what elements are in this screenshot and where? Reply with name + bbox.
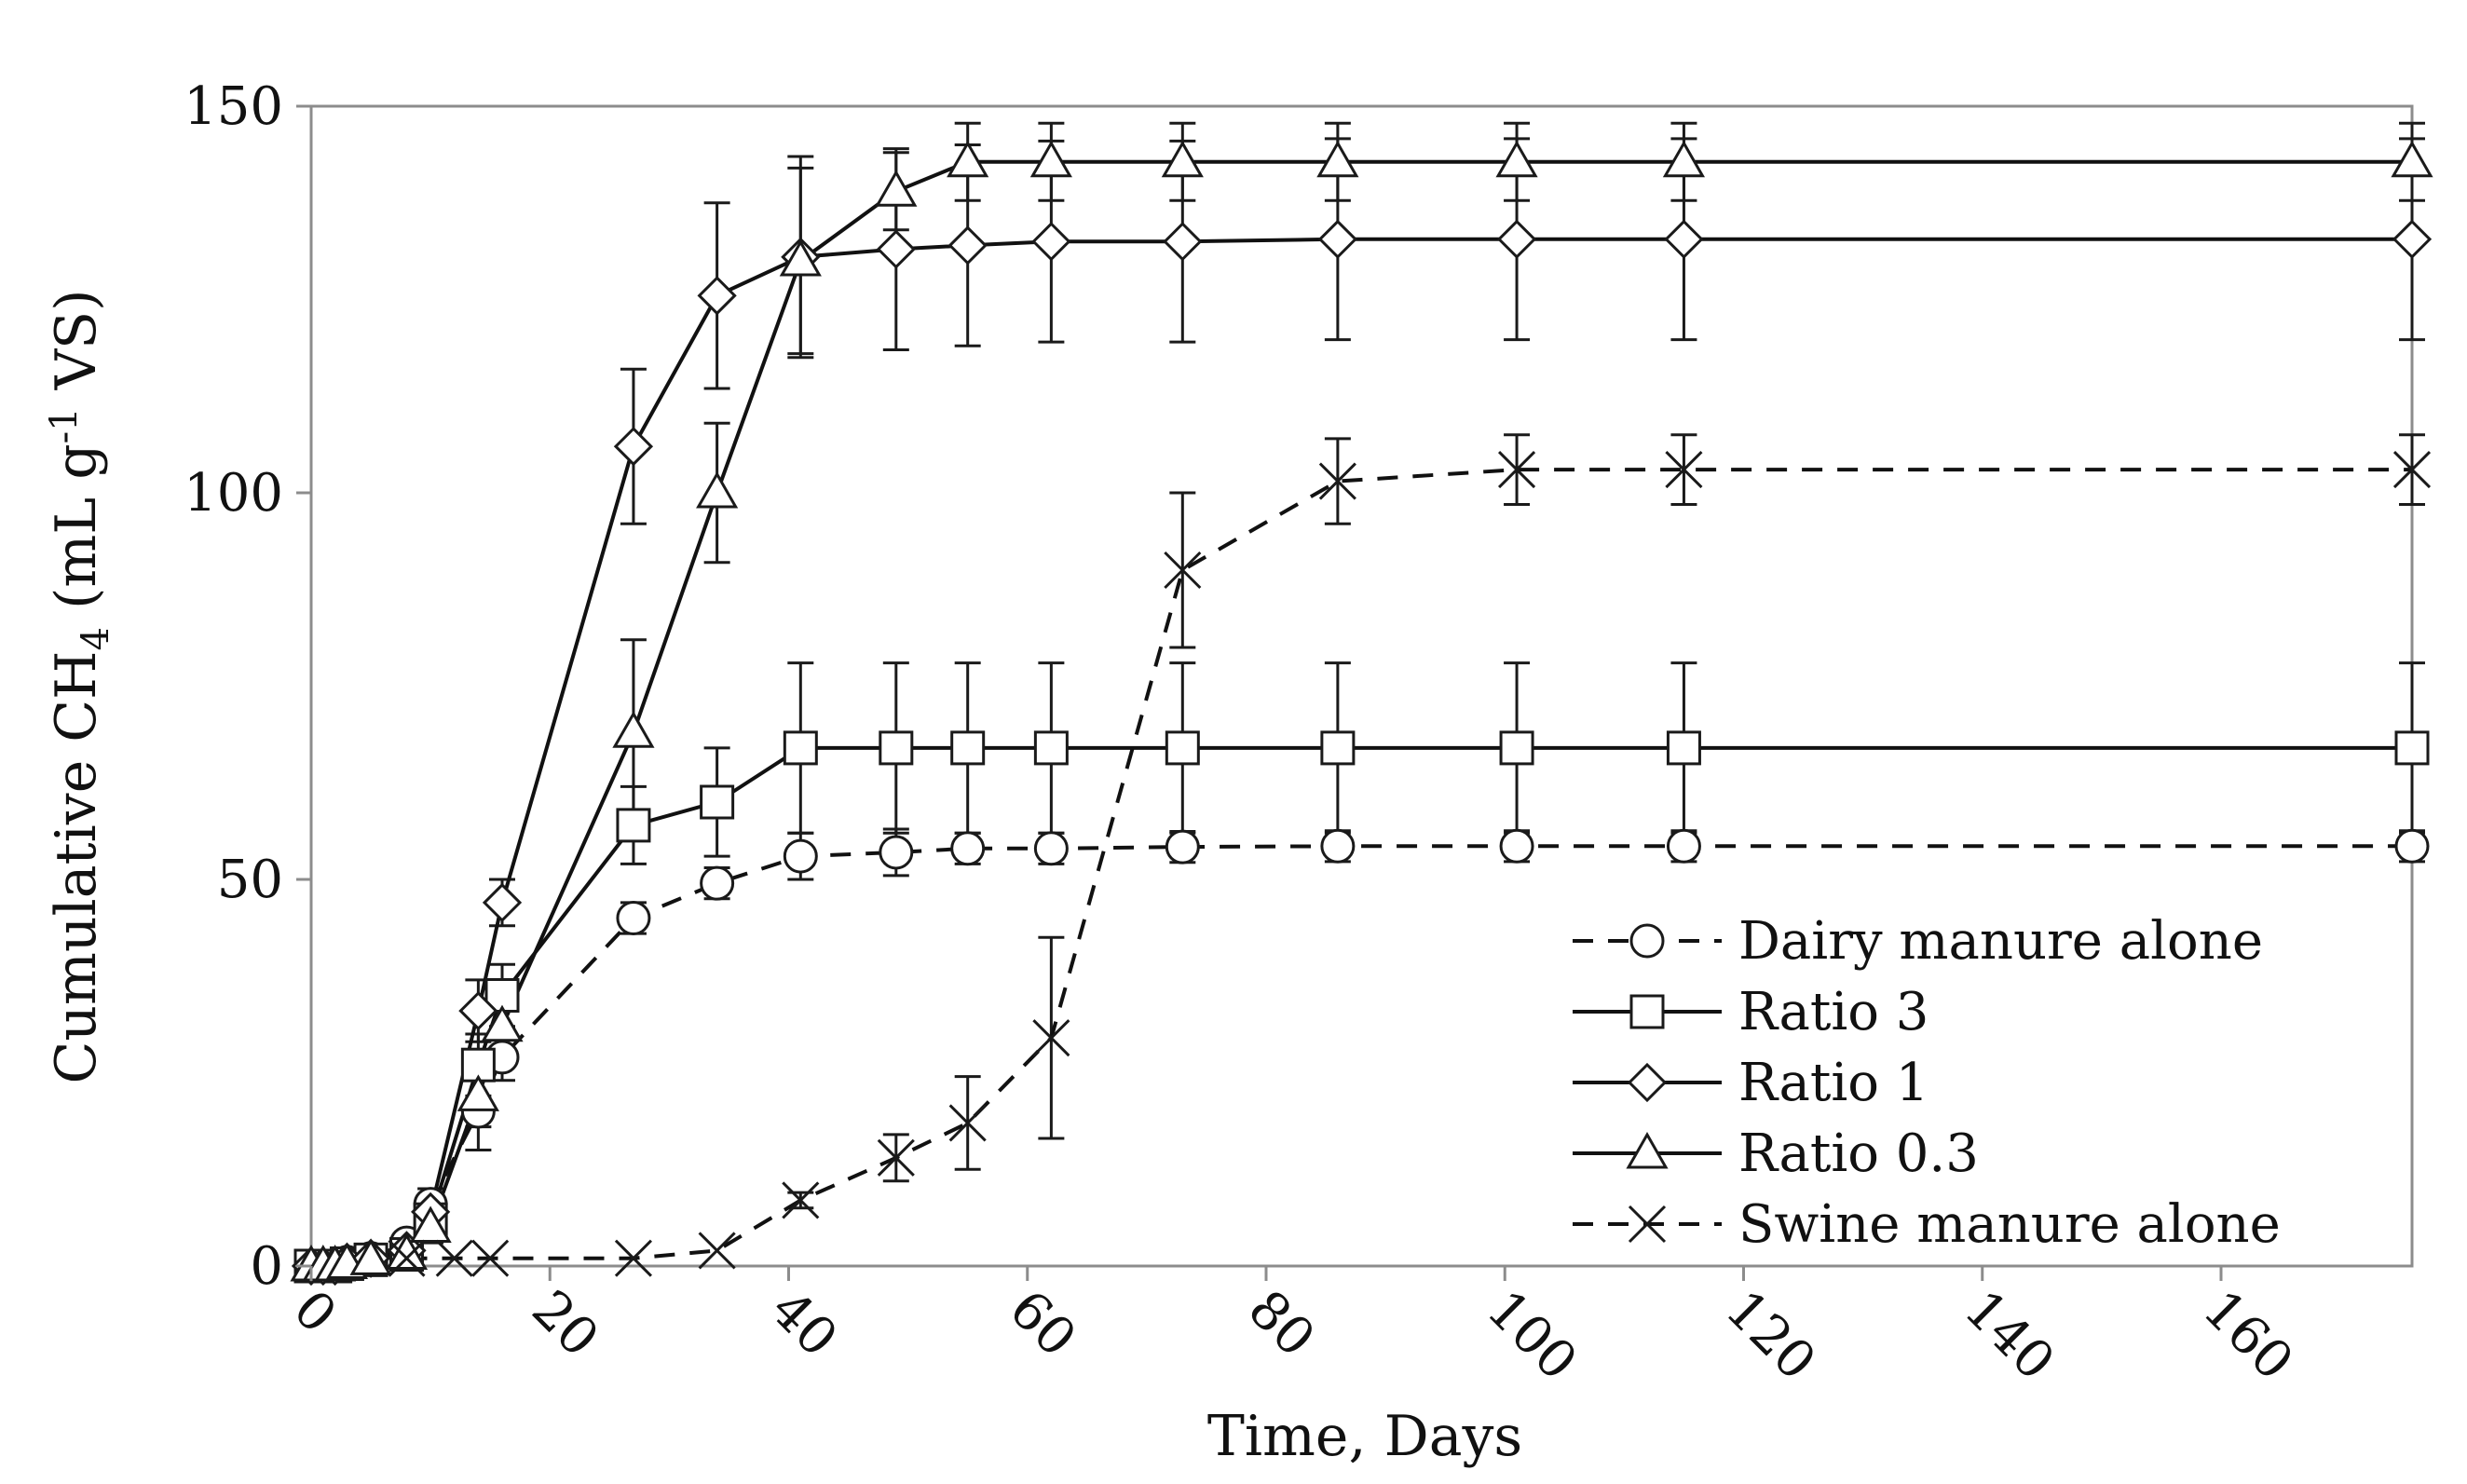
- data-point-ratio-1: [1496, 219, 1537, 259]
- data-point-ratio-3: [950, 730, 986, 766]
- y-axis-title-part: Cumulative CH: [44, 650, 109, 1083]
- data-point-swine-manure-alone: [948, 1104, 987, 1142]
- data-point-dairy-manure-alone: [2394, 828, 2430, 864]
- data-point-ratio-0-3: [612, 711, 655, 748]
- legend-label-ratio-1: Ratio 1: [1738, 1053, 1929, 1113]
- data-point-swine-manure-alone: [1032, 1019, 1070, 1057]
- data-point-ratio-0-3: [1161, 140, 1204, 178]
- y-tick-label: 0: [250, 1236, 283, 1297]
- data-point-ratio-0-3: [1029, 140, 1072, 178]
- y-axis-title: Cumulative CH4 (mL g-1 VS): [43, 289, 117, 1083]
- data-point-swine-manure-alone: [698, 1232, 736, 1270]
- y-tick-label: 50: [217, 850, 283, 910]
- data-point-ratio-0-3: [779, 238, 822, 277]
- data-point-swine-manure-alone: [782, 1181, 820, 1219]
- x-tick-label: 60: [998, 1279, 1087, 1368]
- x-tick-label: 120: [1714, 1279, 1828, 1393]
- data-point-ratio-3: [783, 730, 818, 766]
- x-tick-label: 80: [1236, 1279, 1326, 1368]
- data-point-ratio-1: [1664, 219, 1704, 259]
- data-point-ratio-3: [1666, 730, 1701, 766]
- data-point-swine-manure-alone: [877, 1138, 915, 1177]
- legend-label-ratio-0-3: Ratio 0.3: [1738, 1123, 1979, 1184]
- data-point-ratio-1: [697, 276, 737, 316]
- data-point-ratio-3: [1165, 730, 1200, 766]
- data-point-swine-manure-alone: [471, 1239, 510, 1277]
- data-point-ratio-0-3: [349, 1238, 392, 1275]
- data-point-ratio-0-3: [2391, 140, 2433, 178]
- x-tick-label: 140: [1953, 1279, 2066, 1393]
- data-point-ratio-0-3: [457, 1074, 499, 1111]
- data-point-ratio-3: [616, 808, 651, 843]
- data-point-swine-manure-alone: [2392, 451, 2432, 489]
- data-point-dairy-manure-alone: [950, 831, 986, 866]
- data-point-ratio-1: [1163, 222, 1203, 262]
- legend-marker-dairy-manure-alone: [1629, 923, 1665, 959]
- data-point-dairy-manure-alone: [616, 901, 651, 935]
- data-point-swine-manure-alone: [1497, 451, 1536, 489]
- data-point-ratio-0-3: [1495, 140, 1538, 178]
- data-point-ratio-3: [1320, 730, 1356, 766]
- data-point-swine-manure-alone: [388, 1239, 426, 1277]
- legend: Dairy manure alone Ratio 3 Ratio 1 Ratio 0.…: [1573, 911, 2281, 1255]
- data-point-dairy-manure-alone: [879, 835, 914, 870]
- data-point-ratio-1: [2392, 219, 2433, 259]
- data-point-ratio-0-3: [696, 470, 739, 509]
- y-axis-title-superscript: -1: [43, 407, 86, 443]
- data-point-dairy-manure-alone: [1666, 828, 1701, 864]
- legend-label-dairy-manure-alone: Dairy manure alone: [1738, 911, 2263, 972]
- data-point-ratio-3: [1499, 730, 1534, 766]
- y-axis-title-part: (mL g: [44, 443, 109, 627]
- y-tick-label: 150: [184, 76, 283, 137]
- data-point-swine-manure-alone: [1665, 451, 1703, 489]
- legend-label-ratio-3: Ratio 3: [1738, 982, 1929, 1042]
- data-point-dairy-manure-alone: [1033, 831, 1069, 866]
- legend-marker-ratio-3: [1629, 994, 1665, 1029]
- x-axis-title: Time, Days: [1207, 1404, 1522, 1469]
- data-point-ratio-0-3: [875, 170, 918, 207]
- data-point-dairy-manure-alone: [1499, 828, 1534, 864]
- plot-area: [309, 104, 2414, 1268]
- data-point-ratio-0-3: [409, 1205, 452, 1243]
- x-tick-label: 20: [520, 1279, 609, 1368]
- data-point-dairy-manure-alone: [783, 838, 818, 874]
- y-axis-title-subscript: 4: [75, 627, 117, 650]
- legend-marker-ratio-1: [1627, 1062, 1668, 1103]
- legend-marker-swine-manure-alone: [1628, 1205, 1667, 1244]
- data-point-ratio-3: [700, 784, 735, 820]
- data-point-dairy-manure-alone: [1320, 828, 1356, 864]
- data-point-ratio-3: [2394, 730, 2430, 766]
- data-point-ratio-1: [458, 990, 498, 1031]
- data-point-ratio-0-3: [1662, 140, 1706, 178]
- x-tick-label: 0: [281, 1279, 348, 1345]
- legend-label-swine-manure-alone: Swine manure alone: [1738, 1194, 2281, 1255]
- y-axis-title-part: VS): [44, 289, 109, 407]
- data-point-ratio-0-3: [1316, 140, 1359, 178]
- data-point-swine-manure-alone: [1164, 551, 1202, 590]
- data-point-ratio-1: [947, 225, 988, 265]
- data-point-ratio-3: [1033, 730, 1069, 766]
- data-point-ratio-0-3: [385, 1232, 429, 1271]
- data-point-ratio-1: [482, 882, 523, 923]
- data-point-dairy-manure-alone: [700, 865, 735, 901]
- data-point-swine-manure-alone: [1318, 462, 1356, 500]
- data-point-ratio-3: [879, 730, 914, 766]
- legend-marker-ratio-0-3: [1626, 1131, 1669, 1169]
- data-point-ratio-1: [613, 427, 654, 467]
- x-tick-label: 100: [1475, 1279, 1588, 1393]
- data-point-ratio-0-3: [947, 140, 989, 178]
- markers-group: [290, 140, 2433, 1287]
- data-point-ratio-1: [1031, 222, 1071, 262]
- data-point-swine-manure-alone: [435, 1239, 473, 1277]
- x-tick-label: 160: [2191, 1279, 2305, 1393]
- data-point-ratio-0-3: [481, 1004, 524, 1042]
- data-point-ratio-1: [876, 229, 916, 269]
- y-tick-label: 100: [184, 463, 283, 524]
- data-point-ratio-1: [1317, 219, 1357, 259]
- x-tick-label: 40: [759, 1279, 849, 1368]
- data-point-swine-manure-alone: [614, 1239, 652, 1277]
- series-line-swine-manure-alone: [406, 468, 2412, 1260]
- data-point-dairy-manure-alone: [1165, 829, 1200, 865]
